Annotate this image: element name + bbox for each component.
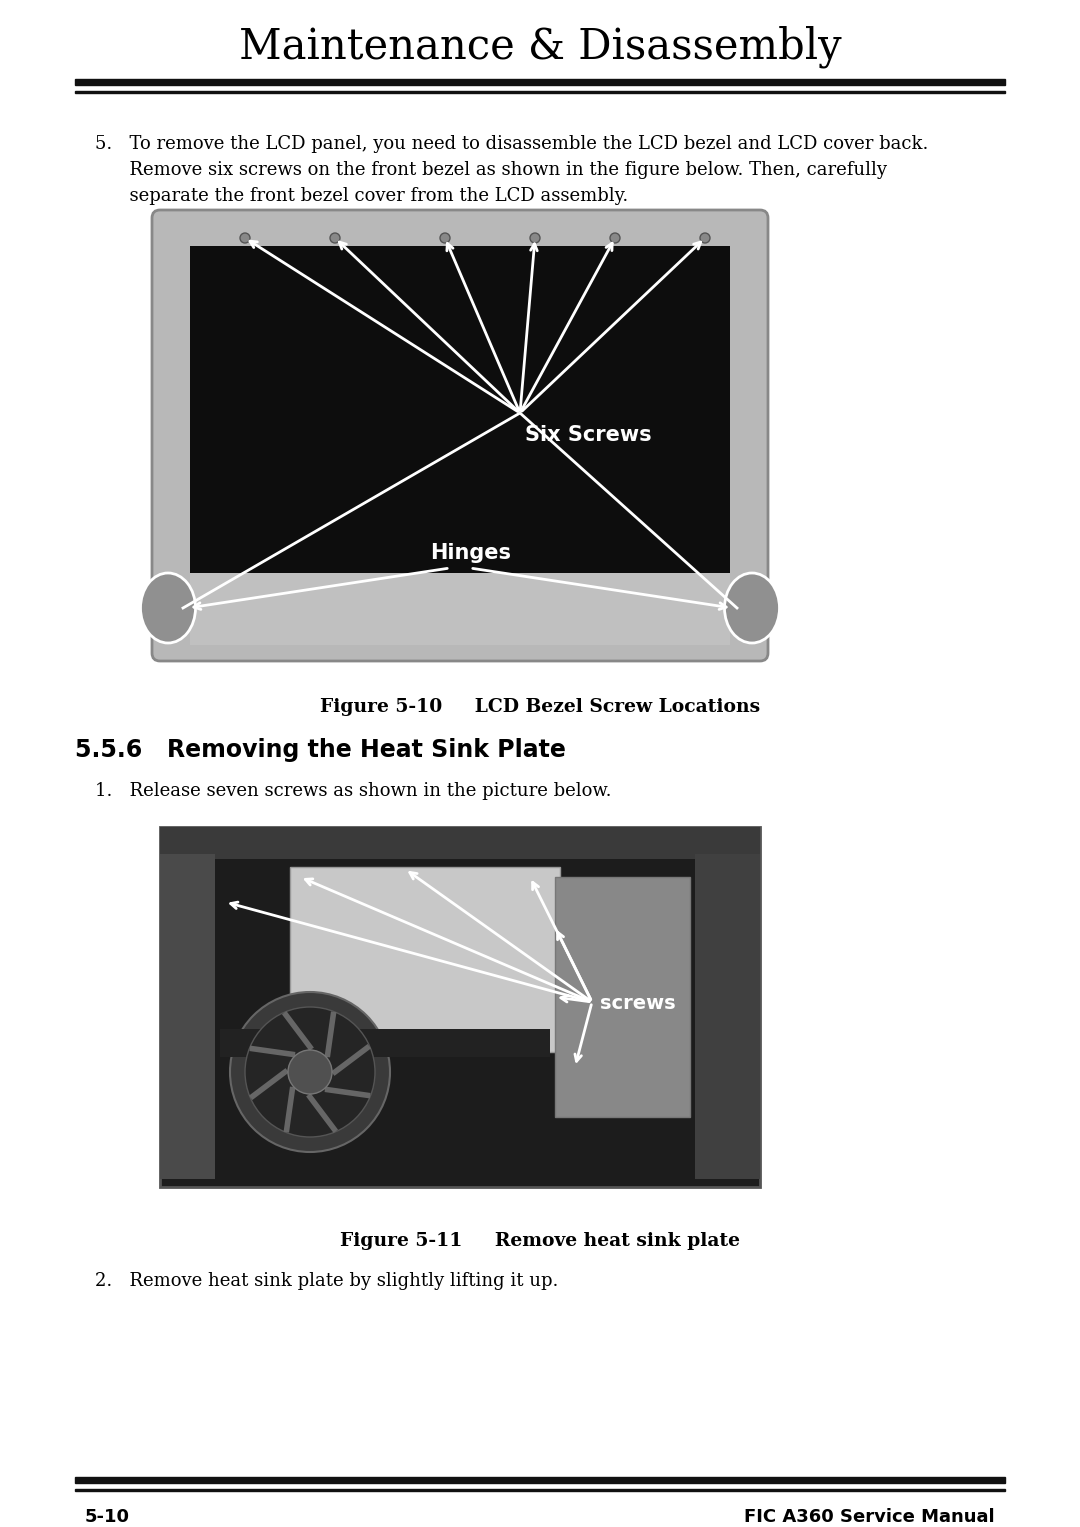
Ellipse shape	[140, 573, 195, 643]
Bar	[75, 1489, 1005, 1490]
Circle shape	[245, 1006, 375, 1138]
Bar	[75, 1477, 1005, 1483]
Text: 2.   Remove heat sink plate by slightly lifting it up.: 2. Remove heat sink plate by slightly li…	[95, 1272, 558, 1290]
Bar	[220, 1029, 550, 1057]
Bar	[75, 79, 1005, 86]
Bar	[190, 573, 730, 644]
Bar	[75, 92, 1005, 93]
Text: screws: screws	[600, 994, 676, 1012]
Circle shape	[330, 234, 340, 243]
Circle shape	[230, 993, 390, 1151]
Text: separate the front bezel cover from the LCD assembly.: separate the front bezel cover from the …	[95, 186, 629, 205]
Text: 1.   Release seven screws as shown in the picture below.: 1. Release seven screws as shown in the …	[95, 782, 611, 800]
Bar	[555, 876, 690, 1116]
Text: Hinges: Hinges	[430, 544, 511, 563]
Circle shape	[288, 1051, 332, 1093]
Text: Six Screws: Six Screws	[525, 425, 651, 444]
Circle shape	[700, 234, 710, 243]
Circle shape	[530, 234, 540, 243]
Circle shape	[610, 234, 620, 243]
Bar	[160, 828, 760, 860]
Text: 5-10: 5-10	[85, 1509, 130, 1525]
Bar	[190, 246, 730, 573]
Text: FIC A360 Service Manual: FIC A360 Service Manual	[744, 1509, 995, 1525]
Bar	[291, 867, 561, 1052]
Bar	[160, 854, 215, 1179]
Circle shape	[240, 234, 249, 243]
Text: Figure 5-11     Remove heat sink plate: Figure 5-11 Remove heat sink plate	[340, 1232, 740, 1251]
Text: Remove six screws on the front bezel as shown in the figure below. Then, careful: Remove six screws on the front bezel as …	[95, 160, 887, 179]
Bar	[696, 854, 760, 1179]
Text: Maintenance & Disassembly: Maintenance & Disassembly	[239, 26, 841, 69]
FancyBboxPatch shape	[152, 211, 768, 661]
Ellipse shape	[725, 573, 780, 643]
Bar	[160, 828, 760, 1186]
Text: 5.   To remove the LCD panel, you need to disassemble the LCD bezel and LCD cove: 5. To remove the LCD panel, you need to …	[95, 134, 929, 153]
Text: Figure 5-10     LCD Bezel Screw Locations: Figure 5-10 LCD Bezel Screw Locations	[320, 698, 760, 716]
Circle shape	[440, 234, 450, 243]
Text: 5.5.6   Removing the Heat Sink Plate: 5.5.6 Removing the Heat Sink Plate	[75, 738, 566, 762]
